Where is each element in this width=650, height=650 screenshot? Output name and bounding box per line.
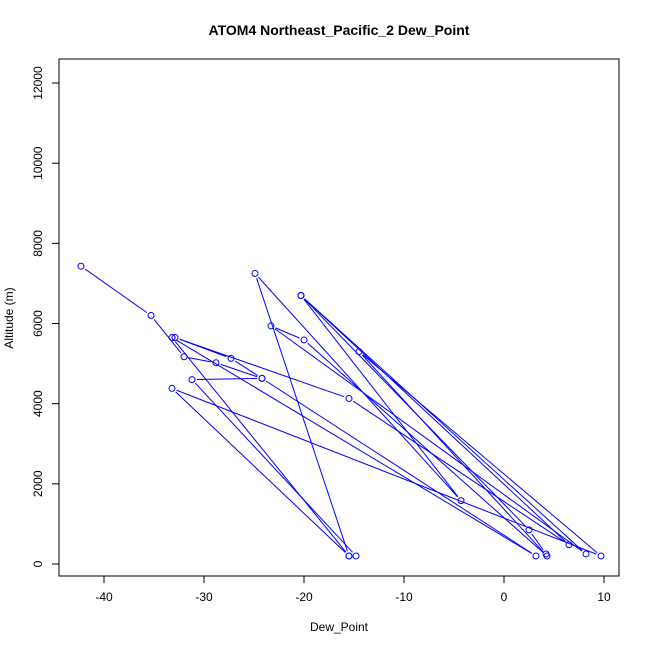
y-tick-label: 0 bbox=[31, 560, 45, 567]
x-axis-label: Dew_Point bbox=[310, 620, 369, 634]
series-segment bbox=[234, 360, 259, 377]
data-point bbox=[77, 262, 85, 270]
series-segment bbox=[352, 400, 566, 543]
series-segment bbox=[531, 533, 544, 551]
data-point bbox=[542, 550, 550, 558]
chart-title: ATOM4 Northeast_Pacific_2 Dew_Point bbox=[209, 22, 470, 38]
series-segment bbox=[174, 341, 347, 553]
series-segment bbox=[176, 339, 532, 554]
data-point bbox=[352, 552, 360, 560]
series-segment bbox=[257, 276, 459, 498]
series-segment bbox=[188, 357, 212, 363]
series-segment bbox=[256, 278, 348, 552]
data-point bbox=[565, 541, 573, 549]
series-segment bbox=[304, 298, 526, 527]
series-segment bbox=[362, 354, 544, 553]
y-tick-label: 4000 bbox=[31, 390, 45, 417]
data-point bbox=[168, 384, 176, 392]
x-tick-label: -10 bbox=[395, 590, 413, 604]
data-points-group bbox=[77, 262, 605, 560]
y-axis-label: Altitude (m) bbox=[2, 287, 16, 348]
series-segment bbox=[153, 319, 182, 354]
series-segment bbox=[175, 391, 346, 553]
series-segment bbox=[303, 299, 459, 498]
series-segment bbox=[265, 380, 533, 554]
series-segment bbox=[275, 327, 300, 339]
series-segment bbox=[179, 338, 345, 398]
series-line-group bbox=[84, 268, 598, 555]
data-point bbox=[345, 394, 353, 402]
x-tick-label: -40 bbox=[95, 590, 113, 604]
y-tick-label: 2000 bbox=[31, 470, 45, 497]
data-point bbox=[251, 269, 259, 277]
data-point bbox=[345, 552, 353, 560]
data-point bbox=[597, 552, 605, 560]
x-axis: -40 -30 -20 -10 0 10 bbox=[95, 575, 611, 604]
data-point bbox=[212, 359, 220, 367]
data-point bbox=[582, 550, 590, 558]
series-segment bbox=[196, 378, 258, 381]
y-tick-label: 6000 bbox=[31, 310, 45, 337]
data-point bbox=[525, 526, 533, 534]
data-point bbox=[300, 336, 308, 344]
series-segment bbox=[304, 298, 566, 542]
series-segment bbox=[84, 268, 148, 314]
data-point bbox=[297, 291, 305, 299]
y-axis: 0 2000 4000 6000 8000 10000 12000 bbox=[31, 66, 60, 567]
x-tick-label: 0 bbox=[501, 590, 508, 604]
data-point bbox=[168, 334, 176, 342]
data-point bbox=[267, 322, 275, 330]
series-segment bbox=[304, 298, 583, 551]
series-segment bbox=[362, 354, 598, 554]
x-tick-label: -20 bbox=[295, 590, 313, 604]
data-point bbox=[258, 374, 266, 382]
series-segment bbox=[176, 389, 597, 555]
data-point bbox=[147, 311, 155, 319]
data-point bbox=[188, 376, 196, 384]
series-segment bbox=[195, 382, 353, 553]
y-tick-label: 10000 bbox=[31, 146, 45, 180]
y-tick-label: 8000 bbox=[31, 230, 45, 257]
x-tick-label: -30 bbox=[195, 590, 213, 604]
series-segment bbox=[220, 363, 258, 378]
y-tick-label: 12000 bbox=[31, 66, 45, 100]
data-point bbox=[180, 353, 188, 361]
data-point bbox=[532, 552, 540, 560]
series-segment bbox=[274, 328, 583, 552]
data-point bbox=[457, 497, 465, 505]
data-point bbox=[171, 334, 179, 342]
data-point bbox=[355, 348, 363, 356]
x-tick-label: 10 bbox=[597, 590, 611, 604]
data-point bbox=[227, 354, 235, 362]
